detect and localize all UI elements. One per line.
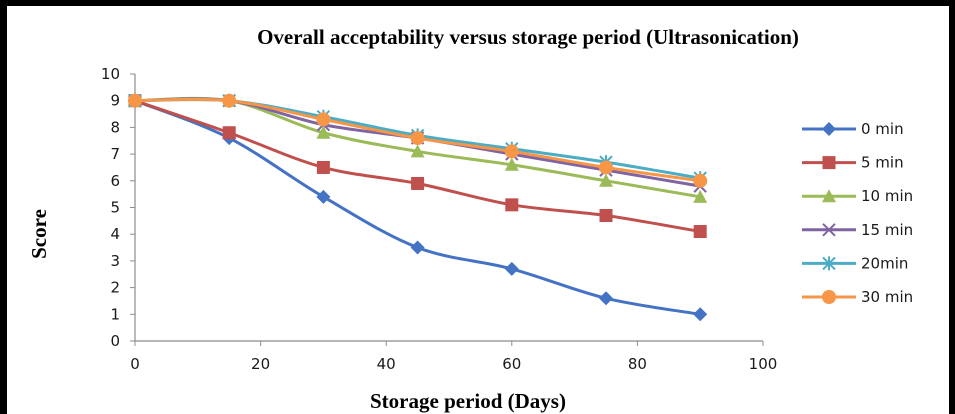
y-tick-label: 5 <box>110 199 120 217</box>
legend-marker <box>822 189 836 203</box>
x-axis-ticks: 0 20 40 60 80 100 <box>130 341 777 373</box>
data-point <box>410 131 425 146</box>
y-tick-label: 9 <box>110 92 120 110</box>
legend-item: 30 min <box>802 288 913 306</box>
legend-item: 15 min <box>802 221 913 239</box>
data-point <box>599 160 613 175</box>
y-tick-label: 3 <box>110 252 120 270</box>
data-point <box>316 112 331 127</box>
legend-marker <box>822 156 836 170</box>
series <box>128 94 707 239</box>
data-point <box>222 126 236 140</box>
data-point <box>411 176 425 190</box>
data-point <box>504 261 519 276</box>
y-tick-label: 6 <box>110 172 120 190</box>
series-line <box>134 99 701 234</box>
legend: 0 min 5 min 10 min 15 min 20min 30 min <box>802 120 913 306</box>
x-tick-label: 80 <box>628 355 647 373</box>
series <box>128 93 708 188</box>
legend-item: 20min <box>802 254 908 272</box>
legend-label: 0 min <box>861 120 904 138</box>
legend-marker <box>822 122 836 136</box>
legend-item: 10 min <box>802 187 913 205</box>
data-point <box>504 157 519 171</box>
data-point <box>693 307 708 322</box>
x-tick-label: 60 <box>502 355 521 373</box>
x-tick-label: 20 <box>251 355 270 373</box>
legend-label: 30 min <box>861 288 913 306</box>
data-point <box>505 198 519 212</box>
legend-label: 5 min <box>861 154 904 172</box>
y-axis-ticks: 0 1 2 3 4 5 6 7 8 9 10 <box>101 65 135 350</box>
legend-item: 5 min <box>802 154 904 172</box>
data-point <box>128 93 142 108</box>
legend-item: 0 min <box>802 120 904 138</box>
data-point <box>693 225 707 239</box>
legend-marker <box>822 223 836 237</box>
data-point <box>599 291 613 306</box>
data-point <box>316 160 330 174</box>
legend-marker <box>822 290 836 304</box>
chart-title: Overall acceptability versus storage per… <box>257 25 799 49</box>
legend-label: 15 min <box>861 221 913 239</box>
x-tick-label: 100 <box>749 355 778 373</box>
legend-marker <box>822 256 836 271</box>
data-point <box>599 209 613 223</box>
data-point <box>504 144 519 159</box>
data-point <box>410 144 425 158</box>
data-point <box>316 189 331 204</box>
legend-label: 10 min <box>861 187 913 205</box>
data-point <box>693 189 708 203</box>
y-tick-label: 8 <box>110 118 120 136</box>
y-axis-title: Score <box>27 209 51 259</box>
legend-label: 20min <box>861 254 908 272</box>
y-tick-label: 0 <box>110 332 120 350</box>
x-axis-title: Storage period (Days) <box>370 389 566 413</box>
data-point <box>599 173 613 187</box>
x-tick-label: 0 <box>130 355 140 373</box>
y-tick-label: 2 <box>110 279 120 297</box>
data-point <box>693 173 708 188</box>
y-tick-label: 1 <box>110 305 120 323</box>
data-point <box>410 240 425 255</box>
y-tick-label: 10 <box>101 65 120 83</box>
series-group <box>128 93 708 322</box>
data-point <box>316 125 331 139</box>
y-tick-label: 7 <box>110 145 120 163</box>
y-tick-label: 4 <box>110 225 120 243</box>
data-point <box>222 93 237 108</box>
x-tick-label: 40 <box>377 355 396 373</box>
